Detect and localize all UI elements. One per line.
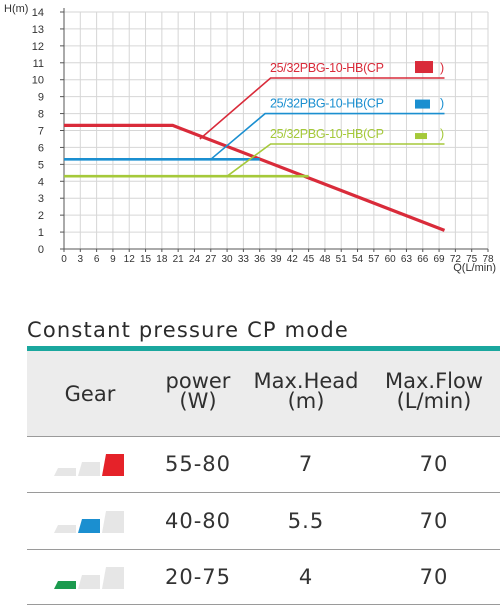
y-tick-label: 3 xyxy=(38,193,44,205)
x-tick-label: 30 xyxy=(222,254,234,265)
row1-max-flow: 70 xyxy=(419,452,449,476)
x-tick-label: 54 xyxy=(352,254,364,265)
y-tick-label: 10 xyxy=(32,75,44,87)
x-tick-label: 18 xyxy=(156,254,168,265)
series-extension-line-2 xyxy=(210,112,445,160)
table-header-background xyxy=(27,351,500,436)
y-tick-label: 9 xyxy=(38,92,44,104)
header-max-flow: Max.Flow (L/min) xyxy=(372,369,496,413)
x-tick-label: 12 xyxy=(124,254,136,265)
series-extension-line-1 xyxy=(199,77,445,140)
series-label-2: 25/32PBG-10-HB(CP xyxy=(270,97,384,111)
gear-indicator-row3 xyxy=(52,567,128,589)
x-tick-label: 21 xyxy=(173,254,185,265)
x-tick-label: 75 xyxy=(466,254,478,265)
y-tick-label: 12 xyxy=(32,41,44,53)
x-tick-label: 57 xyxy=(368,254,380,265)
gear-level-inactive xyxy=(102,567,124,589)
header-max-head: Max.Head (m) xyxy=(244,369,368,413)
gear-indicator-row2 xyxy=(52,511,128,533)
gear-level-inactive xyxy=(78,462,100,476)
x-tick-label: 36 xyxy=(254,254,266,265)
x-tick-label: 9 xyxy=(110,254,116,265)
series-label-suffix-1: ) xyxy=(440,61,444,75)
y-tick-label: 8 xyxy=(38,109,44,121)
gear-level-active xyxy=(102,454,124,476)
series-legend-icon-3 xyxy=(415,133,427,140)
x-axis-label: Q(L/min) xyxy=(453,262,496,274)
section-title: Constant pressure CP mode xyxy=(27,318,350,342)
table-rule xyxy=(27,436,500,437)
header-max-flow-line1: Max.Flow xyxy=(384,369,484,393)
table-top-rule xyxy=(27,346,500,351)
gear-indicator-row1 xyxy=(52,454,128,476)
header-power-line2: (W) xyxy=(179,389,217,413)
gear-level-inactive xyxy=(54,525,76,533)
x-tick-label: 60 xyxy=(385,254,397,265)
gear-level-active xyxy=(54,581,76,589)
header-power-line1: power xyxy=(165,369,231,393)
series-label-3: 25/32PBG-10-HB(CP xyxy=(270,127,384,141)
row1-power: 55-80 xyxy=(164,452,232,476)
x-tick-label: 15 xyxy=(140,254,152,265)
x-tick-label: 48 xyxy=(319,254,331,265)
x-tick-label: 33 xyxy=(238,254,250,265)
x-tick-label: 66 xyxy=(417,254,429,265)
series-label-suffix-2: ) xyxy=(440,97,444,111)
series-legend-icon-1 xyxy=(415,61,433,74)
header-max-flow-line2: (L/min) xyxy=(396,389,472,413)
row2-max-flow: 70 xyxy=(419,509,449,533)
header-power: power (W) xyxy=(148,369,248,413)
y-tick-label: 14 xyxy=(32,7,44,19)
x-tick-label: 45 xyxy=(303,254,315,265)
y-tick-label: 6 xyxy=(38,142,44,154)
x-tick-label: 39 xyxy=(270,254,282,265)
series-label-1: 25/32PBG-10-HB(CP xyxy=(270,61,384,75)
row2-max-head: 5.5 xyxy=(287,509,325,533)
row2-power: 40-80 xyxy=(164,509,232,533)
header-max-head-line2: (m) xyxy=(287,389,325,413)
y-tick-label: 4 xyxy=(38,176,44,188)
y-tick-label: 11 xyxy=(33,58,44,70)
x-tick-label: 42 xyxy=(287,254,299,265)
x-tick-label: 69 xyxy=(434,254,446,265)
x-tick-label: 27 xyxy=(205,254,217,265)
row1-max-head: 7 xyxy=(298,452,314,476)
y-tick-label: 0 xyxy=(38,244,44,256)
x-tick-label: 63 xyxy=(401,254,413,265)
table-rule xyxy=(27,549,500,550)
x-tick-label: 24 xyxy=(189,254,201,265)
y-tick-label: 13 xyxy=(32,24,44,36)
gear-level-inactive xyxy=(78,575,100,589)
x-tick-label: 3 xyxy=(78,254,84,265)
gear-level-active xyxy=(78,519,100,533)
row3-max-head: 4 xyxy=(298,565,314,589)
pump-curve-chart: 0 3 6 9 12 15 18 21 24 27 30 33 36 39 42 45 48 51 54 57 60 63… xyxy=(4,3,496,274)
table-rule xyxy=(27,604,500,605)
y-tick-label: 7 xyxy=(38,126,44,138)
table-rule xyxy=(27,492,500,493)
y-tick-label: 2 xyxy=(38,210,44,222)
series-extension-line-3 xyxy=(226,143,445,177)
x-tick-label: 51 xyxy=(336,254,348,265)
series-legend-icon-2 xyxy=(415,99,430,109)
series-label-suffix-3: ) xyxy=(440,127,444,141)
series-line-1 xyxy=(64,123,446,232)
gear-level-inactive xyxy=(54,468,76,476)
header-gear: Gear xyxy=(40,382,140,406)
header-max-head-line1: Max.Head xyxy=(253,369,359,393)
gear-level-inactive xyxy=(102,511,124,533)
x-tick-label: 78 xyxy=(482,254,494,265)
y-tick-label: 1 xyxy=(38,227,44,239)
y-axis-label: H(m) xyxy=(4,3,28,15)
row3-power: 20-75 xyxy=(164,565,232,589)
x-tick-label: 72 xyxy=(450,254,462,265)
header-gear-line1: Gear xyxy=(64,382,116,406)
x-tick-label: 6 xyxy=(94,254,100,265)
x-tick-label: 0 xyxy=(61,254,67,265)
row3-max-flow: 70 xyxy=(419,565,449,589)
y-tick-label: 5 xyxy=(38,159,44,171)
